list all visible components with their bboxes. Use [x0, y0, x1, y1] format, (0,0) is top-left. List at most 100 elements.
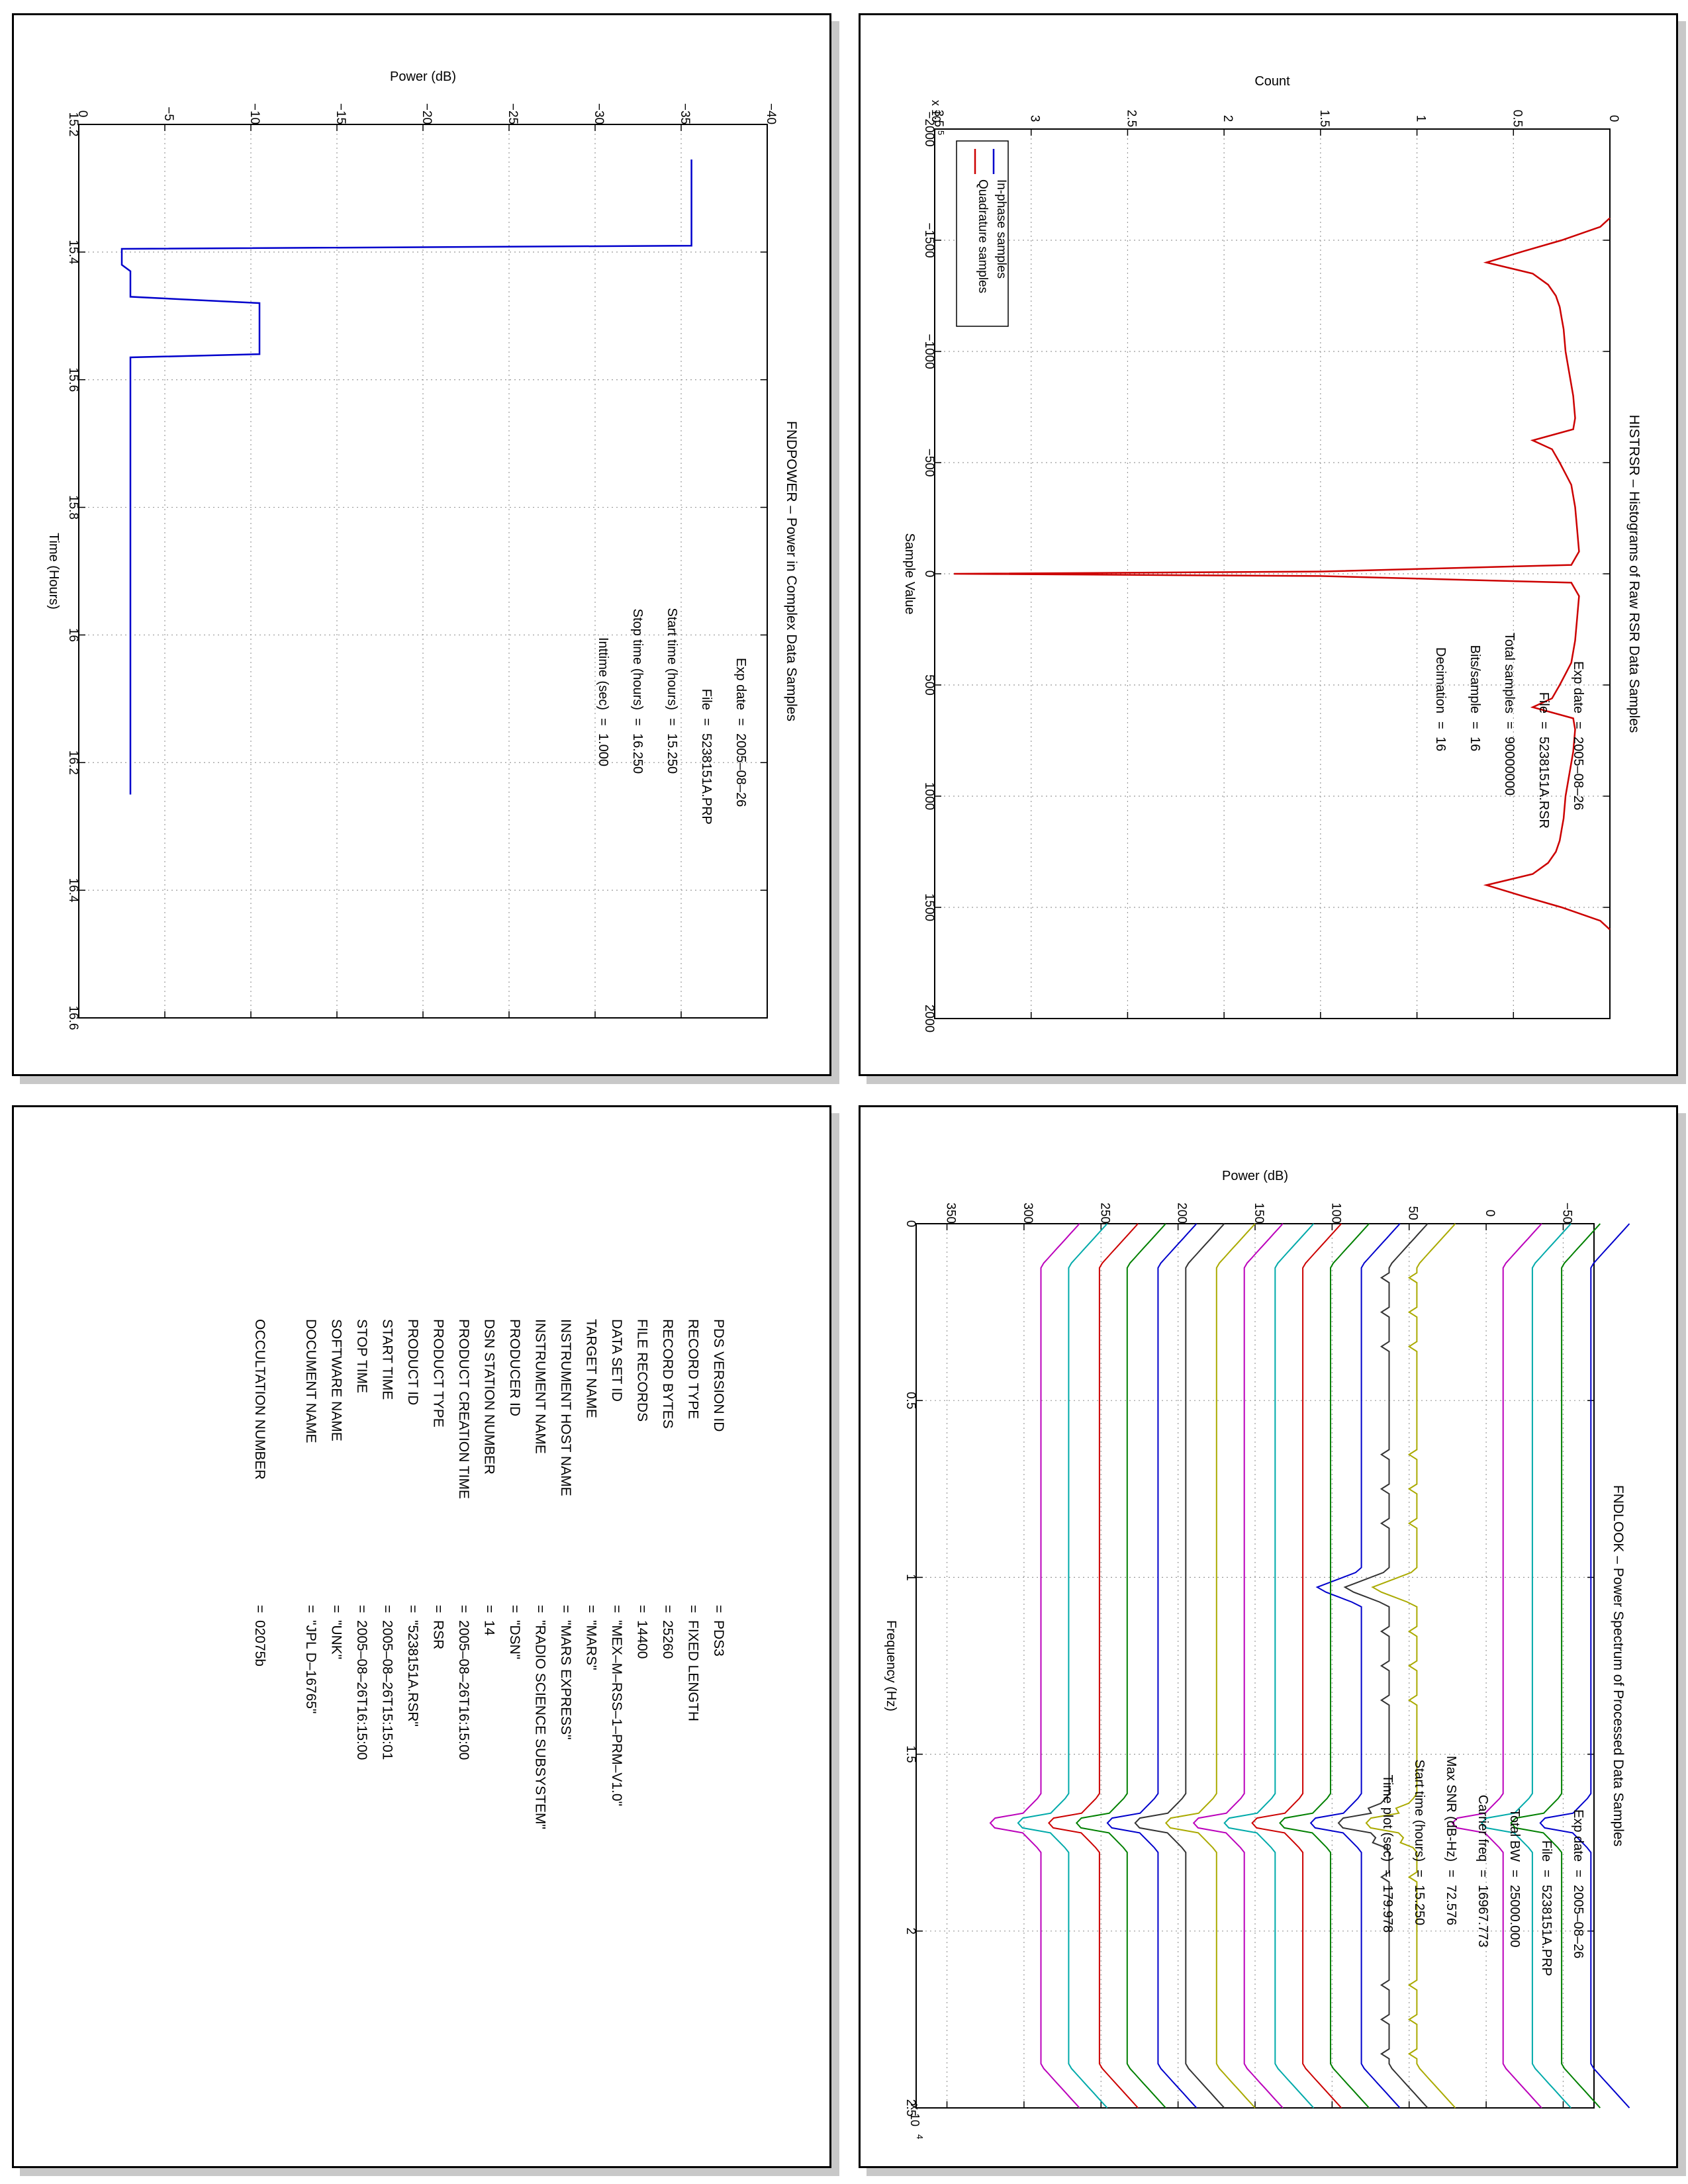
tick-label-x: −2000: [922, 111, 936, 146]
legend-label: Quadrature samples: [976, 179, 990, 293]
pds-key: FILE RECORDS: [635, 1319, 650, 1422]
chart-title: FNDPOWER – Power in Complex Data Samples: [784, 421, 799, 721]
spectrum-trace: [1481, 1223, 1571, 2109]
annotation-value: 16967.773: [1476, 1885, 1490, 1948]
annotation-label: Stop time (hours): [630, 609, 645, 710]
pds-equals: =: [584, 1605, 599, 1613]
spectrum-trace: [1192, 1223, 1284, 2109]
annotation-equals: =: [1571, 721, 1585, 729]
tick-label-x: −500: [922, 449, 936, 477]
annotation-value: 16: [1433, 737, 1448, 751]
annotation-value: 5238151A.RSR: [1536, 737, 1551, 829]
tick-label-y: 2.5: [1124, 110, 1138, 127]
spectrum-trace: [1106, 1223, 1197, 2109]
annotation-value: 15.250: [665, 733, 679, 774]
annotation-equals: =: [596, 718, 610, 726]
tick-label-y: 0: [1483, 1210, 1497, 1217]
tick-label-x: 15.2: [66, 113, 80, 137]
pds-value: "DSN": [507, 1620, 522, 1659]
annotation-label: Total BW: [1507, 1809, 1522, 1862]
tick-label-x: 2: [904, 1928, 917, 1935]
fndpower-panel: 15.2 15.4 15.6 15.8 16 16.2 16.4 16.6 −40 −35 −30 −…: [12, 13, 831, 1076]
pds-value: "RADIO SCIENCE SUBSYSTEM": [533, 1620, 548, 1829]
spectrum-trace: [989, 1223, 1080, 2109]
tick-label-y: 0.5: [1510, 110, 1524, 127]
pds-equals: =: [354, 1605, 369, 1613]
annotation-label: Carrier freq: [1476, 1795, 1490, 1862]
x-multiplier-exponent: 4: [915, 2134, 925, 2139]
pds-equals: =: [252, 1605, 267, 1613]
annotation-equals: =: [1433, 721, 1448, 729]
pds-value: "MARS EXPRESS": [558, 1620, 573, 1740]
spectrum-trace: [1510, 1223, 1601, 2109]
pds-key: DATA SET ID: [609, 1319, 624, 1402]
tick-label-y: −50: [1560, 1203, 1573, 1224]
pds-value: "UNK": [329, 1620, 344, 1659]
tick-label-x: −1500: [922, 222, 936, 257]
spectrum-trace: [1539, 1223, 1630, 2109]
annotation-label: Start time (hours): [665, 608, 679, 710]
annotation-equals: =: [699, 718, 714, 726]
annotation-equals: =: [1476, 1870, 1490, 1878]
annotation-label: Time plot (sec): [1380, 1774, 1395, 1862]
annotation-label: Bits/sample: [1468, 645, 1482, 713]
x-multiplier: x 10: [908, 2104, 921, 2126]
annotation-value: 72.576: [1444, 1885, 1458, 1925]
tick-label-y: −15: [334, 103, 348, 124]
pds-value: "MEX–M–RSS–1–PRM–V1.0": [609, 1620, 624, 1806]
power-series-line: [120, 159, 692, 795]
pds-equals: =: [609, 1605, 624, 1613]
pds-value: 14: [482, 1620, 497, 1636]
tick-label-y: 0: [1607, 115, 1620, 122]
pds-equals: =: [431, 1605, 446, 1613]
tick-label-y: −35: [678, 103, 692, 124]
pds-equals: =: [456, 1605, 471, 1613]
annotation-label: File: [699, 689, 714, 710]
tick-label-x: 16.2: [66, 751, 80, 775]
pds-equals: =: [533, 1605, 548, 1613]
spectrum-trace: [1075, 1223, 1166, 2109]
annotation-value: 1.000: [596, 733, 610, 766]
annotation-label: Total samples: [1502, 633, 1517, 713]
tick-label-y: −5: [162, 107, 175, 121]
pds-value: 2005–08–26T16:15:00: [354, 1620, 369, 1760]
spectrum-trace: [1048, 1223, 1139, 2109]
tick-label-x: 2000: [922, 1005, 936, 1032]
pds-value: 2005–08–26T15:15:01: [380, 1620, 395, 1760]
pds-value: FIXED LENGTH: [686, 1620, 701, 1721]
pds-equals: =: [660, 1605, 675, 1613]
tick-label-y: 300: [1021, 1203, 1035, 1224]
tick-label-x: 1: [904, 1574, 917, 1581]
annotation-value: 16.250: [630, 733, 645, 774]
spectrum-trace: [1309, 1223, 1401, 2109]
pds-key: OCCULTATION NUMBER: [252, 1319, 267, 1480]
pds-key: DSN STATION NUMBER: [482, 1319, 497, 1475]
annotation-label: Start time (hours): [1412, 1760, 1427, 1862]
axis-label-y: Power (dB): [1222, 1169, 1288, 1183]
pds-equals: =: [405, 1605, 420, 1613]
annotation-equals: =: [1536, 721, 1551, 729]
annotation-equals: =: [630, 718, 645, 726]
axis-label-y: Count: [1254, 74, 1290, 89]
tick-label-y: 0: [75, 111, 89, 118]
axis-label-x: Frequency (Hz): [884, 1620, 898, 1711]
pds-label-group: PDS VERSION ID = PDS3 RECORD TYPE = FIXED LEN…: [252, 1319, 726, 1829]
tick-label-x: 16: [66, 628, 80, 642]
tick-label-x: 500: [922, 674, 936, 696]
annotation-equals: =: [1380, 1870, 1395, 1878]
pds-key: PRODUCT ID: [405, 1319, 420, 1405]
plot-frame: [78, 124, 768, 1019]
spectrum-trace: [1337, 1223, 1429, 2109]
pds-value: RSR: [431, 1620, 446, 1649]
pds-equals: =: [303, 1605, 318, 1613]
tick-label-y: 200: [1175, 1203, 1189, 1224]
y-multiplier-exponent: 5: [936, 130, 946, 135]
annotation-equals: =: [1539, 1870, 1554, 1878]
pds-key: INSTRUMENT NAME: [533, 1319, 548, 1454]
pds-equals: =: [711, 1605, 726, 1613]
annotation-equals: =: [733, 718, 748, 726]
fndpower-chart: 15.2 15.4 15.6 15.8 16 16.2 16.4 16.6 −40 −35 −30 −…: [46, 69, 799, 1030]
tick-label-x: 0.5: [904, 1392, 917, 1409]
tick-label-x: 0: [922, 570, 936, 578]
tick-label-x: 16.4: [66, 878, 80, 903]
